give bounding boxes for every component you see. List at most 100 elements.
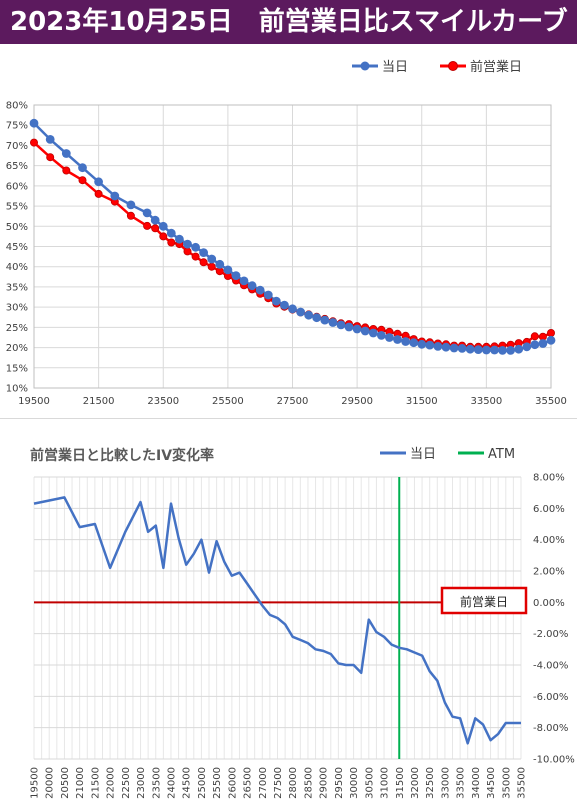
chart2-x-tick-label: 20500 xyxy=(60,767,71,799)
chart1-x-tick-label: 25500 xyxy=(212,396,244,407)
chart2-x-tick-label: 33000 xyxy=(440,767,451,799)
today-point xyxy=(514,344,524,354)
legend-today-marker xyxy=(360,61,370,71)
chart1-x-tick-label: 19500 xyxy=(18,396,50,407)
chart1-y-tick-label: 60% xyxy=(6,181,28,192)
chart2-x-tick-label: 31500 xyxy=(395,767,406,799)
today-point xyxy=(328,318,338,327)
legend-today-label-2: 当日 xyxy=(410,447,436,462)
prev-point xyxy=(46,153,55,162)
chart2-x-tick-label: 27000 xyxy=(258,767,269,799)
chart2-x-tick-label: 24000 xyxy=(166,767,177,799)
prev-point xyxy=(78,176,87,185)
today-point xyxy=(263,290,273,300)
today-point xyxy=(175,234,184,244)
series-iv-change-line xyxy=(33,496,521,745)
today-point xyxy=(506,346,515,355)
prev-point xyxy=(199,258,208,267)
today-point xyxy=(530,340,540,350)
today-point xyxy=(385,333,394,342)
chart1-y-tick-label: 45% xyxy=(6,242,28,253)
baseline-label-box xyxy=(440,586,528,615)
legend-atm-label: ATM xyxy=(488,447,515,462)
today-point xyxy=(78,163,87,173)
chart2-x-tick-label: 25000 xyxy=(197,767,208,799)
today-point xyxy=(239,276,249,286)
today-point xyxy=(183,239,192,249)
chart1-x-tick-label: 33500 xyxy=(470,396,502,407)
chart2-x-tick-label: 33500 xyxy=(456,767,467,799)
chart2-x-tick-label: 30500 xyxy=(364,767,375,799)
today-point xyxy=(473,345,483,354)
chart2-y-tick-label: 2.00% xyxy=(533,567,565,578)
today-point xyxy=(465,344,475,354)
header-bar: 2023年10月25日 前営業日比スマイルカーブ xyxy=(0,0,577,44)
chart2-y-tick-label: 6.00% xyxy=(533,504,565,515)
legend-today-label: 当日 xyxy=(382,60,408,75)
today-point xyxy=(142,208,152,218)
chart1-x-tick-label: 29500 xyxy=(341,396,373,407)
chart2-x-tick-label: 25500 xyxy=(212,767,223,799)
chart2-y-tick-label: -2.00% xyxy=(533,629,568,640)
chart1-y-tick-label: 15% xyxy=(6,363,28,374)
today-point xyxy=(255,285,265,295)
chart2-y-tick-label: -10.00% xyxy=(533,755,575,766)
today-point xyxy=(29,118,39,128)
prev-point xyxy=(530,332,539,341)
chart-divider xyxy=(0,418,577,419)
prev-point xyxy=(207,262,216,271)
prev-point xyxy=(167,238,176,247)
prev-point xyxy=(143,221,152,230)
today-point xyxy=(538,339,548,348)
today-point xyxy=(377,331,386,340)
chart1-x-tick-label: 31500 xyxy=(406,396,438,407)
today-point xyxy=(449,343,459,353)
chart2-y-tick-label: 8.00% xyxy=(533,473,565,484)
chart1-y-tick-label: 10% xyxy=(6,384,28,395)
prev-point xyxy=(183,247,192,256)
today-point xyxy=(231,271,241,280)
today-point xyxy=(522,342,532,352)
chart2-x-tick-label: 20000 xyxy=(45,767,56,799)
today-point xyxy=(223,265,233,275)
chart2-x-tick-label: 21000 xyxy=(75,767,86,799)
chart2-x-tick-label: 35500 xyxy=(517,767,528,799)
prev-point xyxy=(547,328,556,337)
today-point xyxy=(61,149,71,158)
chart2-y-tick-label: 4.00% xyxy=(533,535,565,546)
today-point xyxy=(207,254,217,264)
chart1-x-tick-label: 27500 xyxy=(277,396,309,407)
today-point xyxy=(158,221,168,231)
today-point xyxy=(490,345,499,355)
chart2-x-tick-label: 28500 xyxy=(303,767,314,799)
today-point xyxy=(546,335,556,345)
chart2-x-tick-label: 29500 xyxy=(334,767,345,799)
chart2-y-tick-label: -6.00% xyxy=(533,692,568,703)
today-point xyxy=(498,346,507,355)
today-point xyxy=(368,328,378,338)
chart2-x-tick-label: 24500 xyxy=(182,767,193,799)
chart2-y-tick-label: -8.00% xyxy=(533,723,568,734)
today-point xyxy=(401,337,410,346)
today-point xyxy=(320,315,330,325)
chart1-x-tick-label: 35500 xyxy=(535,396,567,407)
today-point xyxy=(457,344,467,353)
today-point xyxy=(360,326,370,336)
chart2-x-tick-label: 34000 xyxy=(471,767,482,799)
chart2-y-tick-label: -4.00% xyxy=(533,661,568,672)
today-point xyxy=(247,281,257,291)
chart2-title: 前営業日と比較したIV変化率 xyxy=(30,447,214,464)
today-point xyxy=(417,339,427,349)
chart2-x-tick-label: 29000 xyxy=(319,767,330,799)
chart1-y-tick-label: 25% xyxy=(6,323,28,334)
today-point xyxy=(336,320,346,330)
chart2-y-tick-label: 0.00% xyxy=(533,598,565,609)
chart2-x-tick-label: 26500 xyxy=(243,767,254,799)
page-title: 2023年10月25日 前営業日比スマイルカーブ xyxy=(10,7,568,37)
prev-point xyxy=(62,166,71,175)
chart2-x-tick-label: 26000 xyxy=(227,767,238,799)
prev-point xyxy=(191,252,200,261)
chart1-plot-frame xyxy=(33,104,552,389)
today-point xyxy=(288,304,297,314)
